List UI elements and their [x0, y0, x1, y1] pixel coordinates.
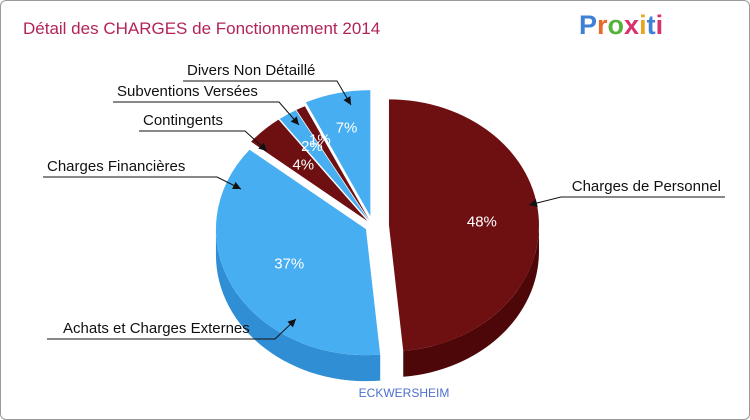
callout-line — [113, 101, 300, 126]
logo-letter: P — [579, 10, 597, 40]
pie-percent-label: 37% — [274, 256, 304, 273]
callout-arrowhead — [343, 96, 351, 105]
proxiti-logo: Proxiti — [579, 10, 663, 40]
callout-arrowhead — [258, 142, 267, 151]
logo-letter: r — [597, 10, 608, 40]
pie-slice-4 — [279, 110, 369, 221]
pie-slice-3 — [251, 119, 368, 222]
callout-label: Charges Financières — [47, 158, 185, 175]
callout-line — [47, 318, 297, 340]
callout-arrowhead — [529, 199, 538, 207]
pie-slice-2 — [215, 149, 381, 356]
pie-percent-label: 2% — [301, 138, 323, 155]
pie-slice-5 — [296, 106, 370, 221]
pie-slices — [215, 90, 539, 382]
pie-percent-label: 4% — [292, 157, 314, 174]
logo-letter: i — [639, 10, 647, 40]
pie-percent-label: 7% — [336, 120, 358, 137]
logo-letter: x — [624, 10, 639, 40]
callout-arrowhead — [232, 181, 241, 189]
chart-title: Détail des CHARGES de Fonctionnement 201… — [23, 19, 380, 38]
callout-label: Subventions Versées — [117, 83, 258, 100]
callout-line — [43, 176, 242, 190]
callout-arrowhead — [287, 319, 296, 328]
slice-callouts: Charges de Personnel Achats et Charges Ex… — [43, 62, 725, 340]
pie-percent-label: 1% — [309, 131, 331, 148]
callout-line — [183, 80, 352, 106]
pie-percent-label: 48% — [467, 214, 497, 231]
callout-label: Charges de Personnel — [572, 178, 721, 195]
logo-letter: o — [608, 10, 625, 40]
commune-label: ECKWERSHEIM — [359, 386, 450, 400]
percent-labels: 48% 37% 4% 2%1% 7% — [274, 120, 497, 273]
callout-line — [139, 130, 268, 152]
pie-slice-6 — [305, 90, 371, 217]
logo-letter: t — [647, 10, 656, 40]
callout-label: Divers Non Détaillé — [187, 62, 315, 79]
pie-slice-side-2 — [215, 229, 381, 382]
callout-line — [528, 196, 725, 206]
callout-label: Achats et Charges Externes — [63, 320, 250, 337]
pie-slice-side-1 — [403, 225, 539, 377]
callout-arrowhead — [290, 116, 299, 125]
logo-letter: i — [656, 10, 664, 40]
callout-label: Contingents — [143, 112, 223, 129]
pie-slice-1 — [388, 99, 539, 351]
